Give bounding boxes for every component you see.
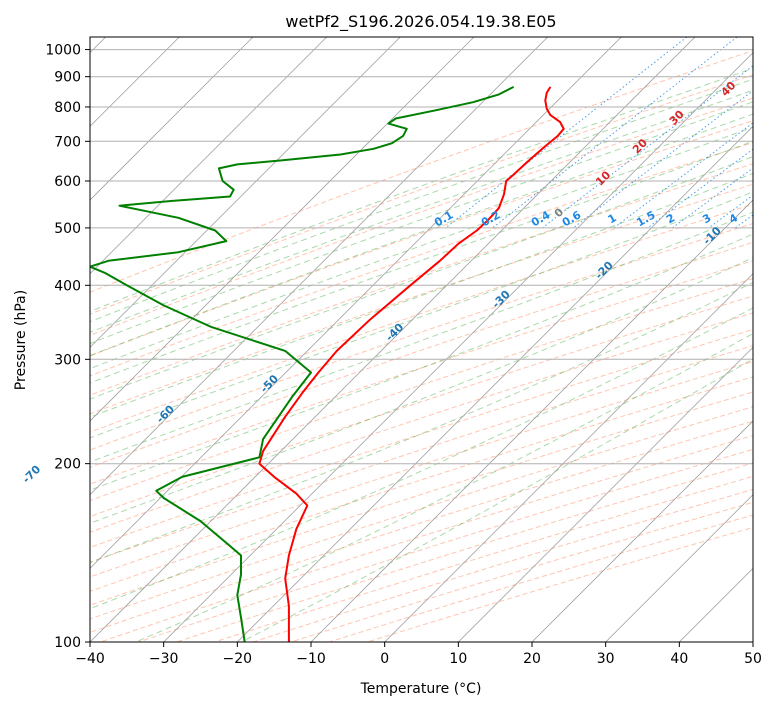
dry-adiabat-line (90, 312, 753, 533)
y-tick-label: 1000 (45, 43, 81, 59)
isotherm-line (90, 37, 696, 642)
y-tick-label: 600 (54, 174, 81, 190)
moist-adiabat-line (90, 78, 753, 323)
plot-frame (89, 36, 754, 643)
dry-adiabat-line (90, 50, 753, 293)
temperature-profile-line (258, 86, 565, 642)
isotherm-line (90, 37, 475, 422)
moist-adiabat-line (90, 233, 753, 491)
y-tick-label: 200 (54, 457, 81, 473)
dry-adiabat-line (90, 97, 753, 336)
x-tick-label: −30 (149, 651, 179, 667)
moist-adiabat-line (90, 67, 753, 313)
plot-area (90, 37, 753, 642)
x-tick-label: 0 (380, 651, 389, 667)
moist-adiabat-line (90, 156, 753, 400)
moist-adiabat-line (90, 257, 753, 524)
y-axis-label: Pressure (hPa) (13, 290, 29, 390)
dry-adiabat-line (90, 278, 753, 502)
moist-adiabat-line (90, 113, 753, 357)
moist-adiabat-line (90, 172, 753, 418)
dry-adiabat-line (90, 183, 753, 415)
dry-adiabat-line (90, 163, 753, 396)
isotherm-line (458, 346, 753, 642)
isotherm-line (237, 125, 753, 642)
x-tick-label: −20 (223, 651, 253, 667)
axes: 0.10.20.40.611.5234-100-90-80-70-60-50-4… (20, 43, 762, 667)
dry-adiabat-line (90, 328, 753, 548)
isotherm-line (531, 420, 753, 642)
isotherm-line (90, 37, 548, 496)
dry-adiabat-line (90, 376, 753, 592)
chart-title: wetPf2_S196.2026.054.19.38.E05 (285, 12, 556, 32)
x-axis-label: Temperature (°C) (360, 681, 482, 697)
y-tick-label: 100 (54, 635, 81, 651)
y-tick-label: 900 (54, 70, 81, 86)
moist-adiabat-line (90, 281, 753, 564)
x-tick-label: 30 (597, 651, 615, 667)
moist-adiabat-line (90, 89, 753, 333)
moist-adiabat-line (90, 126, 753, 370)
isotherm-line (90, 37, 327, 275)
x-tick-label: 20 (523, 651, 541, 667)
y-tick-label: 500 (54, 221, 81, 237)
y-tick-label: 700 (54, 134, 81, 150)
dry-adiabat-line (90, 141, 753, 377)
isotherm-line (310, 199, 753, 642)
isotherm-line (90, 37, 254, 201)
dry-adiabat-line (90, 360, 753, 578)
mixing-ratio-line (542, 65, 753, 229)
dry-adiabat-line (90, 345, 753, 563)
dry-adiabat-line (90, 295, 753, 518)
dry-adiabat-line (90, 391, 753, 606)
x-tick-label: 50 (744, 651, 762, 667)
isotherm-line (90, 37, 622, 569)
x-tick-label: 40 (670, 651, 688, 667)
mixing-ratio-line (572, 90, 753, 229)
x-tick-label: −40 (75, 651, 105, 667)
isotherm-line (605, 494, 753, 642)
dewpoint-profile-line (90, 86, 515, 642)
dry-adiabat-line (90, 260, 753, 485)
isotherm-line (163, 52, 753, 642)
y-tick-label: 400 (54, 278, 81, 294)
isotherm-line (90, 37, 401, 348)
moist-adiabat-line (241, 358, 753, 642)
moist-adiabat-line (90, 211, 753, 463)
x-tick-label: 10 (449, 651, 467, 667)
isotherm-line (384, 273, 753, 642)
y-tick-label: 300 (54, 352, 81, 368)
mixing-ratio-line (672, 167, 753, 229)
x-tick-label: −10 (296, 651, 326, 667)
moist-adiabat-line (135, 333, 753, 642)
y-tick-label: 800 (54, 100, 81, 116)
